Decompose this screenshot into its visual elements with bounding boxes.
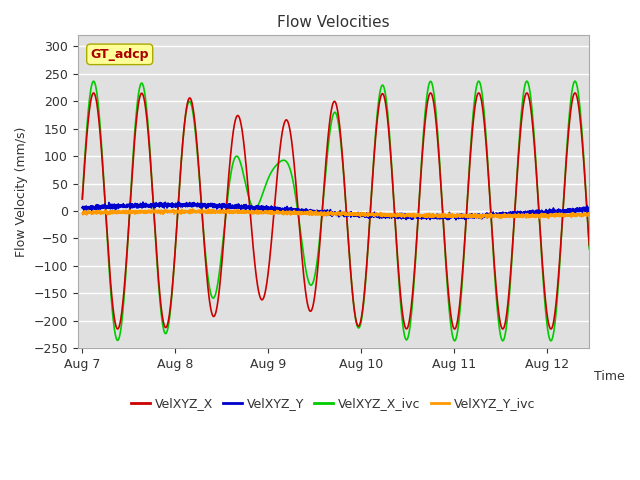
VelXYZ_X <box>545 320 552 326</box>
VelXYZ_X_ivc <box>570 80 578 85</box>
VelXYZ_Y_ivc <box>79 211 86 216</box>
VelXYZ_Y <box>79 205 86 211</box>
VelXYZ_Y <box>139 199 147 205</box>
VelXYZ_X <box>586 243 593 249</box>
VelXYZ_X <box>319 195 327 201</box>
VelXYZ_Y_ivc <box>189 206 196 212</box>
VelXYZ_X <box>571 90 579 96</box>
VelXYZ_Y <box>292 208 300 214</box>
VelXYZ_X <box>570 91 578 97</box>
Title: Flow Velocities: Flow Velocities <box>277 15 390 30</box>
VelXYZ_X <box>547 326 555 332</box>
Text: Time: Time <box>595 370 625 383</box>
VelXYZ_Y_ivc <box>292 210 300 216</box>
VelXYZ_Y <box>545 209 552 215</box>
VelXYZ_Y_ivc <box>570 213 578 218</box>
VelXYZ_Y_ivc <box>586 210 593 216</box>
VelXYZ_Y_ivc <box>447 214 454 220</box>
Y-axis label: Flow Velocity (mm/s): Flow Velocity (mm/s) <box>15 127 28 257</box>
Line: VelXYZ_Y_ivc: VelXYZ_Y_ivc <box>83 209 589 218</box>
VelXYZ_Y_ivc <box>296 210 303 216</box>
VelXYZ_X_ivc <box>447 320 454 326</box>
VelXYZ_Y_ivc <box>319 213 327 218</box>
VelXYZ_X <box>447 310 454 316</box>
Line: VelXYZ_X: VelXYZ_X <box>83 93 589 329</box>
Line: VelXYZ_Y: VelXYZ_Y <box>83 202 589 220</box>
VelXYZ_Y <box>319 210 327 216</box>
Line: VelXYZ_X_ivc: VelXYZ_X_ivc <box>83 81 589 341</box>
VelXYZ_X <box>296 223 303 228</box>
VelXYZ_X_ivc <box>291 191 299 197</box>
VelXYZ_Y_ivc <box>536 216 544 221</box>
VelXYZ_X_ivc <box>547 338 555 344</box>
VelXYZ_Y <box>570 209 578 215</box>
VelXYZ_X_ivc <box>79 195 86 201</box>
VelXYZ_Y <box>586 206 593 212</box>
Text: GT_adcp: GT_adcp <box>90 48 149 61</box>
VelXYZ_Y_ivc <box>545 213 552 219</box>
VelXYZ_X_ivc <box>296 220 303 226</box>
VelXYZ_X_ivc <box>545 331 552 337</box>
Legend: VelXYZ_X, VelXYZ_Y, VelXYZ_X_ivc, VelXYZ_Y_ivc: VelXYZ_X, VelXYZ_Y, VelXYZ_X_ivc, VelXYZ… <box>126 392 541 415</box>
VelXYZ_Y <box>452 217 460 223</box>
VelXYZ_Y <box>447 214 454 220</box>
VelXYZ_X_ivc <box>319 198 327 204</box>
VelXYZ_X_ivc <box>586 246 593 252</box>
VelXYZ_X_ivc <box>571 78 579 84</box>
VelXYZ_X <box>79 196 86 202</box>
VelXYZ_Y <box>296 207 303 213</box>
VelXYZ_X <box>291 174 299 180</box>
